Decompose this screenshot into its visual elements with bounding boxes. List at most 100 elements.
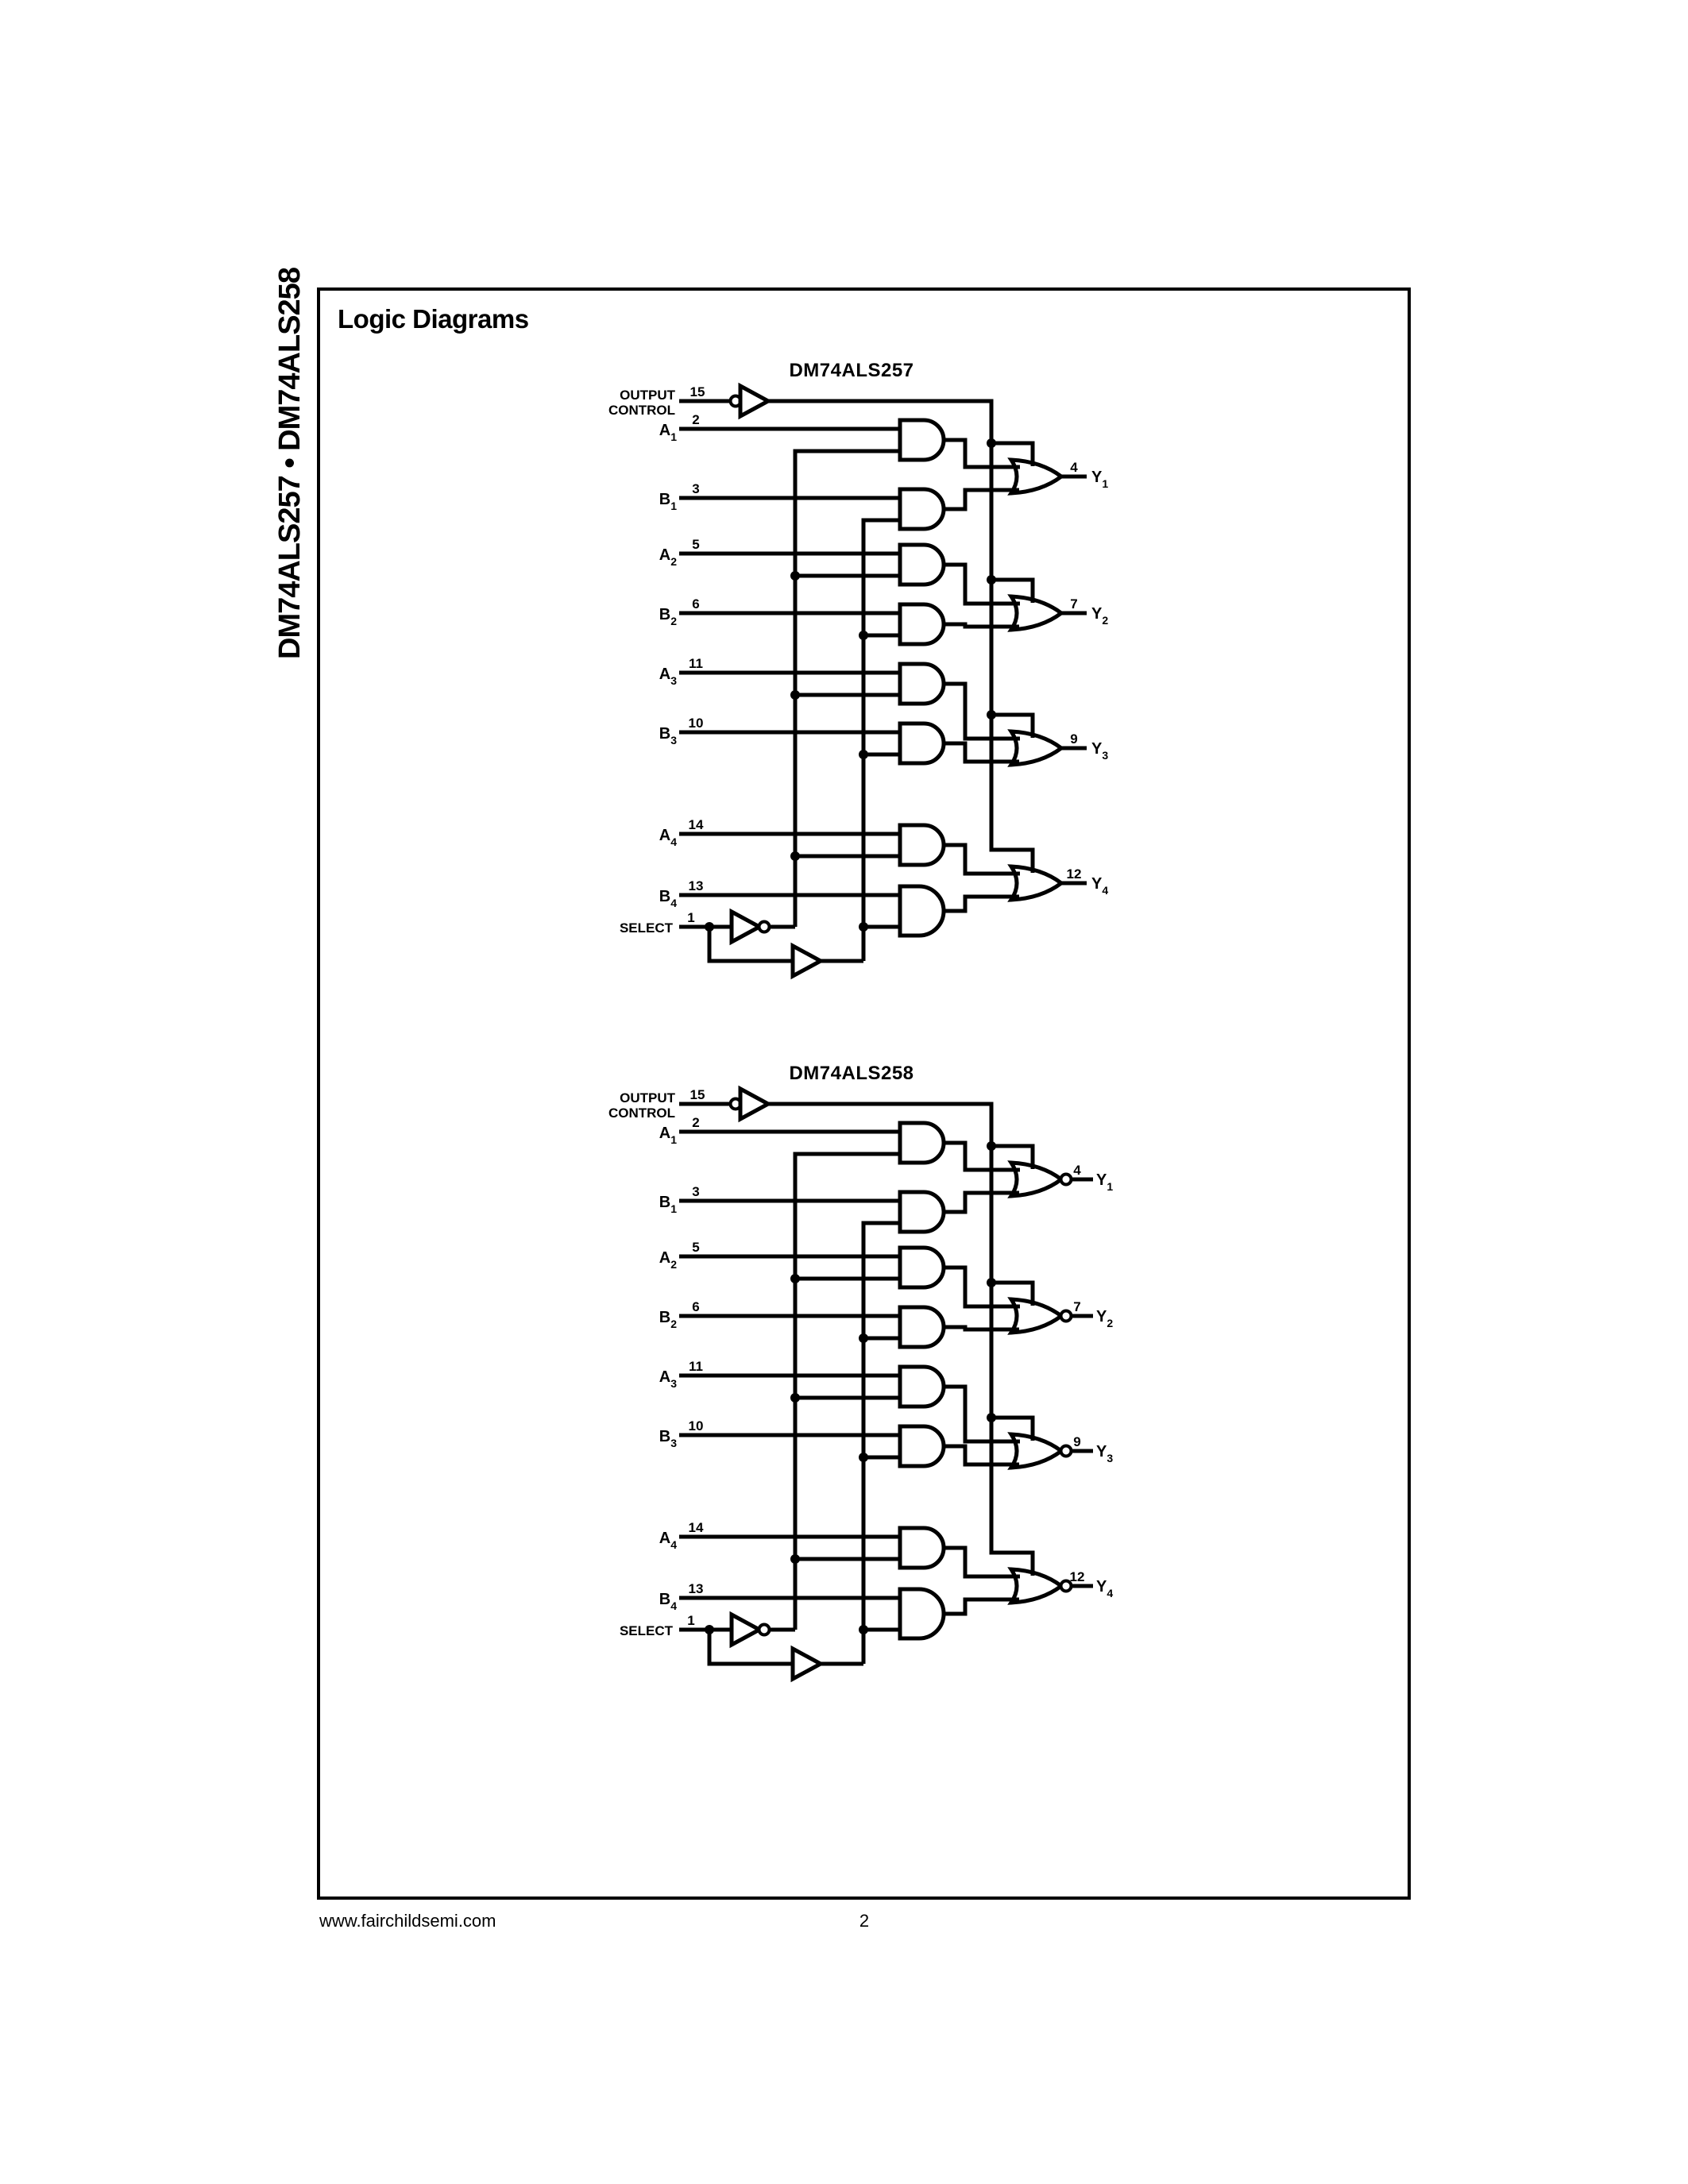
junction-dot — [859, 1333, 868, 1343]
and-gate-a4 — [898, 1526, 946, 1570]
and-b-to-or — [944, 622, 1019, 629]
and-gate-a2 — [898, 542, 946, 587]
or-gate-y3 — [1007, 729, 1065, 767]
inverter-bubble — [1059, 1444, 1073, 1458]
pin-number-a2: 5 — [692, 1240, 699, 1255]
junction-dot — [705, 922, 714, 932]
output-label-y3: Y3 — [1096, 1443, 1113, 1464]
input-label-b4: B4 — [659, 1591, 677, 1612]
and-gate-b3 — [898, 721, 946, 766]
select-buffer-in — [707, 1630, 793, 1666]
pin-number-y4: 12 — [1067, 866, 1082, 882]
and-a-to-or — [944, 681, 1020, 741]
input-label-a3: A3 — [659, 666, 677, 687]
pin-number-a1: 2 — [692, 412, 699, 427]
diagram-dm74als258: DM74ALS258OUTPUTCONTROL15SELECT12A13B14Y… — [608, 1063, 1113, 1683]
junction-dot — [987, 438, 996, 448]
pin-number-y2: 7 — [1070, 596, 1077, 612]
select-label: SELECT — [620, 1623, 674, 1638]
junction-dot — [859, 1453, 868, 1462]
pin-number-a4: 14 — [689, 1520, 704, 1535]
output-control-branch — [991, 441, 1035, 466]
nor-gate-y1 — [1007, 1160, 1065, 1198]
nor-gate-y2 — [1007, 1297, 1065, 1335]
pin-number-y2: 7 — [1073, 1299, 1080, 1314]
inverter-bubble — [757, 920, 771, 934]
input-label-b2: B2 — [659, 606, 677, 627]
and-gate-a1 — [898, 1121, 946, 1165]
output-control-label: CONTROL — [608, 403, 675, 418]
pin-number-a4: 14 — [689, 817, 704, 832]
select-inverter — [729, 908, 764, 946]
junction-dot — [790, 1393, 800, 1403]
pin-number-a3: 11 — [689, 1359, 703, 1374]
output-label-y1: Y1 — [1091, 469, 1108, 490]
select-true-rail — [861, 518, 900, 961]
and-b-to-or — [944, 741, 1019, 764]
pin-number-b1: 3 — [692, 1184, 699, 1199]
input-label-b1: B1 — [659, 491, 677, 512]
input-label-a2: A2 — [659, 1249, 677, 1271]
or-gate-y1 — [1007, 457, 1065, 496]
input-label-a1: A1 — [659, 422, 677, 443]
junction-dot — [987, 710, 996, 720]
inverter-bubble — [1059, 1172, 1073, 1187]
select-true-rail — [861, 1221, 900, 1664]
and-gate-a3 — [898, 1364, 946, 1409]
pin-number-select: 1 — [687, 910, 694, 925]
wires-layer — [679, 399, 1087, 963]
pin-number-b4: 13 — [689, 1581, 704, 1596]
output-label-y2: Y2 — [1096, 1308, 1113, 1329]
pin-number-b4: 13 — [689, 878, 704, 893]
output-control-branch — [991, 1415, 1035, 1441]
output-control-branch — [991, 577, 1035, 603]
select-buffer-in — [707, 927, 793, 963]
output-control-branch — [991, 712, 1035, 738]
input-label-a2: A2 — [659, 546, 677, 568]
inverter-bubble — [1059, 1309, 1073, 1323]
junction-dot — [987, 1413, 996, 1422]
text-layer: DM74ALS258OUTPUTCONTROL15SELECT12A13B14Y… — [608, 1063, 1113, 1638]
diagram-title: DM74ALS258 — [789, 1063, 914, 1084]
junction-dot — [987, 1278, 996, 1287]
output-control-branch — [991, 1280, 1035, 1306]
pin-number-a1: 2 — [692, 1115, 699, 1130]
and-a-to-or — [944, 1384, 1020, 1444]
and-a-to-or — [944, 562, 1020, 606]
output-control-rail — [768, 399, 1035, 873]
junction-dot — [790, 1274, 800, 1283]
input-label-b4: B4 — [659, 888, 677, 909]
pin-number-output-control: 15 — [690, 1087, 705, 1102]
diagram-dm74als257: DM74ALS257OUTPUTCONTROL15SELECT12A13B14Y… — [608, 360, 1108, 980]
and-gate-b1 — [898, 1190, 946, 1234]
output-label-y3: Y3 — [1091, 740, 1108, 762]
junction-dot — [859, 1625, 868, 1634]
nor-gate-y4 — [1007, 1567, 1065, 1605]
inverter-bubble — [757, 1623, 771, 1637]
diagram-title: DM74ALS257 — [789, 360, 914, 381]
input-label-b1: B1 — [659, 1194, 677, 1215]
output-label-y2: Y2 — [1091, 605, 1108, 627]
pin-number-a2: 5 — [692, 537, 699, 552]
output-control-inverter — [738, 1085, 773, 1123]
and-a-to-or — [944, 1265, 1020, 1309]
and-gate-b4 — [898, 1587, 946, 1641]
input-label-b3: B3 — [659, 725, 677, 747]
footer-page-number: 2 — [859, 1911, 870, 1931]
select-label: SELECT — [620, 920, 674, 936]
junction-dot — [987, 575, 996, 585]
and-gate-a1 — [898, 418, 946, 462]
and-b-to-or — [944, 1597, 1019, 1616]
junction-dot — [859, 750, 868, 759]
and-gate-b2 — [898, 1305, 946, 1349]
input-label-b3: B3 — [659, 1428, 677, 1449]
symbols-layer — [705, 382, 996, 980]
select-buffer — [790, 942, 825, 980]
junction-dot — [790, 851, 800, 861]
junction-dot — [859, 922, 868, 932]
junction-dot — [987, 1141, 996, 1151]
page-title: Logic Diagrams — [338, 304, 529, 334]
and-gate-b1 — [898, 487, 946, 531]
and-b-to-or — [944, 894, 1019, 913]
